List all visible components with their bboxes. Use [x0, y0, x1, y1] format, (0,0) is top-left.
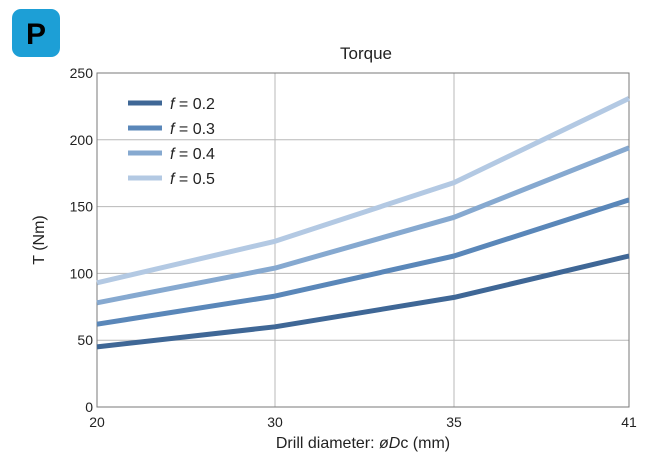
y-tick-labels: 0 50 100 150 200 250 — [70, 65, 94, 415]
series-line-f-3 — [96, 197, 630, 327]
legend-entry: f = 0.2 — [170, 96, 215, 113]
series-line-f-5 — [96, 96, 631, 286]
series-line-f-4 — [96, 145, 630, 306]
x-axis-label-symbol: ø — [379, 435, 389, 452]
y-tick-label: 50 — [77, 332, 93, 348]
x-axis-label-prefix: Drill diameter: — [276, 435, 379, 452]
legend-entry: f = 0.4 — [170, 146, 215, 163]
series-line-f-2 — [96, 253, 630, 350]
y-tick-label: 0 — [85, 399, 93, 415]
legend-value: = 0.3 — [174, 121, 215, 138]
y-tick-label: 200 — [70, 132, 94, 148]
x-axis-label-variable: D — [389, 435, 401, 452]
legend-variable: f — [170, 121, 176, 138]
x-tick-label: 20 — [89, 414, 105, 430]
x-tick-label: 41 — [621, 414, 637, 430]
legend-entry: f = 0.5 — [170, 171, 215, 188]
x-tick-label: 35 — [446, 414, 462, 430]
badge: P — [12, 9, 60, 57]
plot-frame — [96, 72, 630, 408]
legend-value: = 0.2 — [174, 96, 215, 113]
badge-letter: P — [26, 18, 46, 51]
y-axis-label: T (Nm) — [31, 215, 48, 264]
badge-background — [12, 9, 60, 57]
legend-variable: f — [170, 146, 176, 163]
y-tick-label: 250 — [70, 65, 94, 81]
x-tick-labels: 20 30 35 41 — [89, 414, 637, 430]
legend-variable: f — [170, 96, 176, 113]
chart-title: Torque — [340, 44, 392, 63]
x-tick-label: 30 — [267, 414, 283, 430]
series-lines — [96, 96, 631, 350]
legend-value: = 0.5 — [174, 171, 215, 188]
legend: f = 0.2f = 0.3f = 0.4f = 0.5 — [128, 96, 215, 188]
grid-lines — [97, 73, 629, 407]
y-tick-label: 150 — [70, 199, 94, 215]
legend-entry: f = 0.3 — [170, 121, 215, 138]
x-axis-label-suffix: c (mm) — [400, 435, 450, 452]
y-tick-label: 100 — [70, 265, 94, 281]
x-axis-label: Drill diameter: øDc (mm) — [276, 435, 450, 452]
legend-value: = 0.4 — [174, 146, 215, 163]
legend-variable: f — [170, 171, 176, 188]
